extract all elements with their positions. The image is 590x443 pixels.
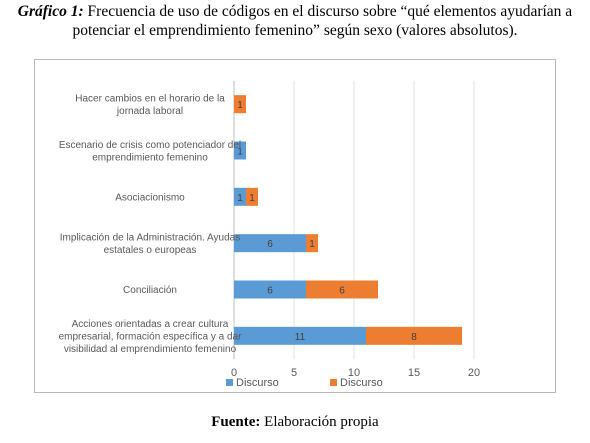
- legend-swatch: [226, 379, 233, 386]
- category-label-line: Asociacionismo: [115, 192, 185, 203]
- bar-segment: [234, 234, 306, 253]
- x-tick-label: 10: [348, 367, 360, 379]
- legend-label: Discurso: [340, 377, 383, 389]
- chart-caption: Gráfico 1: Frecuencia de uso de códigos …: [0, 2, 590, 40]
- x-tick-label: 20: [468, 367, 480, 379]
- data-label: 8: [411, 332, 417, 343]
- x-tick-label: 15: [408, 367, 420, 379]
- data-label: 6: [267, 286, 273, 297]
- chart-frame: [34, 59, 556, 393]
- category-label: Escenario de crisis como potenciador del…: [59, 140, 241, 164]
- category-label-line: visibilidad al emprendimiento femenino: [64, 344, 237, 355]
- bar-segment: [234, 141, 246, 160]
- legend-swatch: [330, 379, 337, 386]
- data-label: 1: [249, 193, 255, 204]
- bar-segment: [234, 326, 366, 345]
- category-label: Conciliación: [123, 285, 177, 296]
- category-label-line: emprendimiento femenino: [92, 152, 208, 163]
- x-tick-label: 5: [291, 367, 297, 379]
- category-label-line: Conciliación: [123, 285, 177, 296]
- legend-label: Discurso: [236, 377, 279, 389]
- chart-source: Fuente: Elaboración propia: [0, 414, 590, 431]
- data-label: 1: [237, 147, 243, 158]
- data-label: 11: [295, 332, 306, 343]
- bar-segment: [234, 187, 246, 206]
- bar-segment: [306, 234, 318, 253]
- category-label: Implicación de la Administración. Ayudas…: [60, 232, 240, 256]
- data-label: 6: [339, 286, 345, 297]
- category-label-line: estatales o europeas: [104, 245, 197, 256]
- category-label-line: Hacer cambios en el horario de la: [75, 93, 225, 104]
- data-label: 1: [237, 193, 243, 204]
- bar-segment: [234, 95, 246, 114]
- bar-segment: [246, 187, 258, 206]
- category-label: Acciones orientadas a crear cultura empre…: [59, 319, 243, 355]
- bar-segment: [306, 280, 378, 299]
- category-label-line: jornada laboral: [116, 106, 183, 117]
- bar-segment: [234, 280, 306, 299]
- category-label-line: Acciones orientadas a crear cultura: [72, 319, 229, 330]
- source-lead: Fuente:: [211, 414, 261, 430]
- caption-text: Frecuencia de uso de códigos en el discu…: [72, 3, 573, 39]
- category-label-line: Implicación de la Administración. Ayudas: [60, 232, 240, 243]
- data-label: 1: [237, 100, 243, 111]
- caption-lead: Gráfico 1:: [17, 3, 84, 20]
- x-tick-label: 0: [231, 367, 237, 379]
- data-label: 1: [309, 239, 315, 250]
- category-label: Hacer cambios en el horario de la jornada…: [75, 93, 225, 117]
- category-label: Asociacionismo: [115, 192, 185, 203]
- source-text: Elaboración propia: [260, 414, 379, 430]
- category-label-line: Escenario de crisis como potenciador del: [59, 140, 241, 151]
- category-label-line: empresarial, formación específica y a da…: [59, 331, 243, 342]
- data-label: 6: [267, 239, 273, 250]
- bar-segment: [366, 326, 462, 345]
